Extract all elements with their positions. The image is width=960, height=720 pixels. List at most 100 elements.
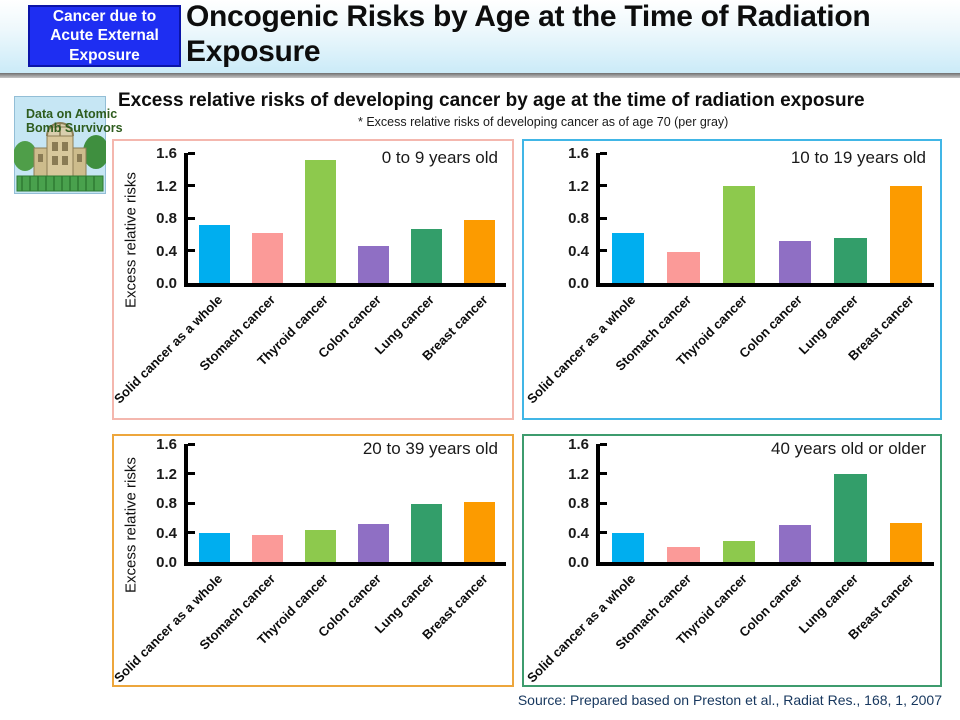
section-note: * Excess relative risks of developing ca… — [358, 115, 729, 129]
y-axis-tick-labels: 0.0 0.4 0.8 1.2 1.6 — [142, 146, 184, 291]
bar-slot — [600, 153, 656, 283]
bar-slot — [241, 153, 294, 283]
dome-caption: Data on Atomic Bomb Survivors — [26, 107, 123, 136]
x-axis-labels: Solid cancer as a whole Stomach cancer Thy… — [114, 566, 506, 685]
age-group-label: 20 to 39 years old — [362, 439, 498, 458]
bar-slot — [453, 444, 506, 562]
plot-row: 0.0 0.4 0.8 1.2 1.6 40 years old or older — [554, 437, 934, 570]
section-heading: Excess relative risks of developing canc… — [118, 90, 865, 111]
y-tick-mark — [188, 249, 195, 252]
y-tick-label: 0.8 — [568, 495, 589, 512]
y-tick-label: 1.6 — [156, 145, 177, 162]
plot-area: 0 to 9 years old — [184, 148, 506, 287]
y-tick-label: 0.0 — [568, 554, 589, 571]
bar-thyroid-cancer — [305, 529, 336, 562]
y-tick-label: 1.2 — [156, 465, 177, 483]
bar-slot — [656, 153, 712, 283]
bar-stomach-cancer — [252, 535, 283, 562]
page-title: Oncogenic Risks by Age at the Time of Ra… — [186, 0, 871, 68]
bar-slot — [294, 444, 347, 562]
y-axis-tick-labels: 0.0 0.4 0.8 1.2 1.6 — [554, 437, 596, 570]
y-axis-title: Excess relative risks — [122, 172, 140, 308]
bar-solid-cancer-as-a-whole — [611, 232, 644, 283]
y-tick-label: 0.8 — [156, 210, 177, 227]
bar-colon-cancer — [358, 245, 389, 283]
plot-row: 0.0 0.4 0.8 1.2 1.6 0 to 9 years old — [142, 146, 506, 291]
x-axis-row: Solid cancer as a whole Stomach cancer Thy… — [114, 287, 506, 416]
bar-solid-cancer-as-a-whole — [199, 532, 230, 562]
y-tick-label: 0.0 — [568, 275, 589, 292]
bar-slot — [878, 444, 934, 562]
header: Cancer due to Acute External Exposure On… — [0, 0, 960, 73]
bar-breast-cancer — [464, 219, 495, 283]
bar-lung-cancer — [834, 237, 867, 283]
y-tick-label: 0.0 — [156, 275, 177, 292]
y-tick-mark — [600, 184, 607, 187]
age-group-label: 40 years old or older — [771, 439, 926, 458]
x-axis-labels: Solid cancer as a whole Stomach cancer Thy… — [114, 287, 506, 416]
y-tick-label: 0.4 — [568, 524, 589, 542]
x-axis-labels: Solid cancer as a whole Stomach cancer Thy… — [524, 287, 934, 416]
bar-colon-cancer — [778, 525, 811, 562]
bar-slot — [400, 153, 453, 283]
y-tick-label: 0.0 — [156, 554, 177, 571]
y-axis-tick-labels: 0.0 0.4 0.8 1.2 1.6 — [142, 437, 184, 570]
y-tick-label: 0.4 — [156, 242, 177, 260]
y-tick-label: 1.6 — [568, 436, 589, 453]
category-badge: Cancer due to Acute External Exposure — [28, 5, 181, 67]
y-tick-mark — [600, 249, 607, 252]
y-tick-mark — [188, 472, 195, 475]
y-axis-title: Excess relative risks — [122, 457, 140, 593]
bar-slot — [767, 153, 823, 283]
y-tick-label: 1.6 — [568, 145, 589, 162]
bar-slot — [347, 444, 400, 562]
y-tick-mark — [600, 151, 607, 155]
y-tick-mark — [600, 531, 607, 534]
y-tick-mark — [188, 184, 195, 187]
x-axis-row: Solid cancer as a whole Stomach cancer Thy… — [524, 566, 934, 685]
bar-breast-cancer — [464, 501, 495, 562]
age-group-label: 0 to 9 years old — [381, 148, 498, 167]
bar-slot — [600, 444, 656, 562]
bar-slot — [878, 153, 934, 283]
bar-slot — [400, 444, 453, 562]
charts-grid: Excess relative risks 0.0 0.4 0.8 1.2 1.6 0 … — [112, 139, 960, 687]
header-divider — [0, 73, 960, 78]
bar-slot — [656, 444, 712, 562]
bar-lung-cancer — [411, 229, 442, 283]
bar-thyroid-cancer — [723, 185, 756, 283]
bars — [600, 444, 934, 562]
bar-lung-cancer — [411, 504, 442, 562]
x-axis-row: Solid cancer as a whole Stomach cancer Thy… — [524, 287, 934, 416]
main-content: Data on Atomic Bomb Survivors Excess rel… — [0, 90, 960, 708]
y-tick-mark — [188, 442, 195, 446]
bar-slot — [347, 153, 400, 283]
plot-area: 20 to 39 years old — [184, 439, 506, 566]
bar-slot — [241, 444, 294, 562]
y-tick-label: 1.6 — [156, 436, 177, 453]
atomic-bomb-dome-illustration — [13, 96, 109, 194]
y-tick-label: 0.8 — [156, 495, 177, 512]
chart-body: 0.0 0.4 0.8 1.2 1.6 10 to 19 years old Solid… — [524, 146, 934, 416]
y-tick-label: 1.2 — [156, 177, 177, 195]
bar-slot — [823, 444, 879, 562]
y-tick-label: 1.2 — [568, 177, 589, 195]
bar-stomach-cancer — [667, 252, 700, 283]
plot-area: 10 to 19 years old — [596, 148, 934, 287]
bar-slot — [767, 444, 823, 562]
bar-slot — [188, 153, 241, 283]
y-tick-label: 0.4 — [156, 524, 177, 542]
bar-slot — [453, 153, 506, 283]
bar-solid-cancer-as-a-whole — [611, 532, 644, 562]
y-tick-label: 0.8 — [568, 210, 589, 227]
y-tick-mark — [600, 216, 607, 220]
y-tick-mark — [600, 442, 607, 446]
bar-stomach-cancer — [252, 232, 283, 283]
y-tick-mark — [600, 472, 607, 475]
bar-solid-cancer-as-a-whole — [199, 224, 230, 283]
bar-colon-cancer — [358, 523, 389, 562]
age-group-label: 10 to 19 years old — [790, 148, 926, 167]
bar-stomach-cancer — [667, 546, 700, 562]
bar-slot — [823, 153, 879, 283]
